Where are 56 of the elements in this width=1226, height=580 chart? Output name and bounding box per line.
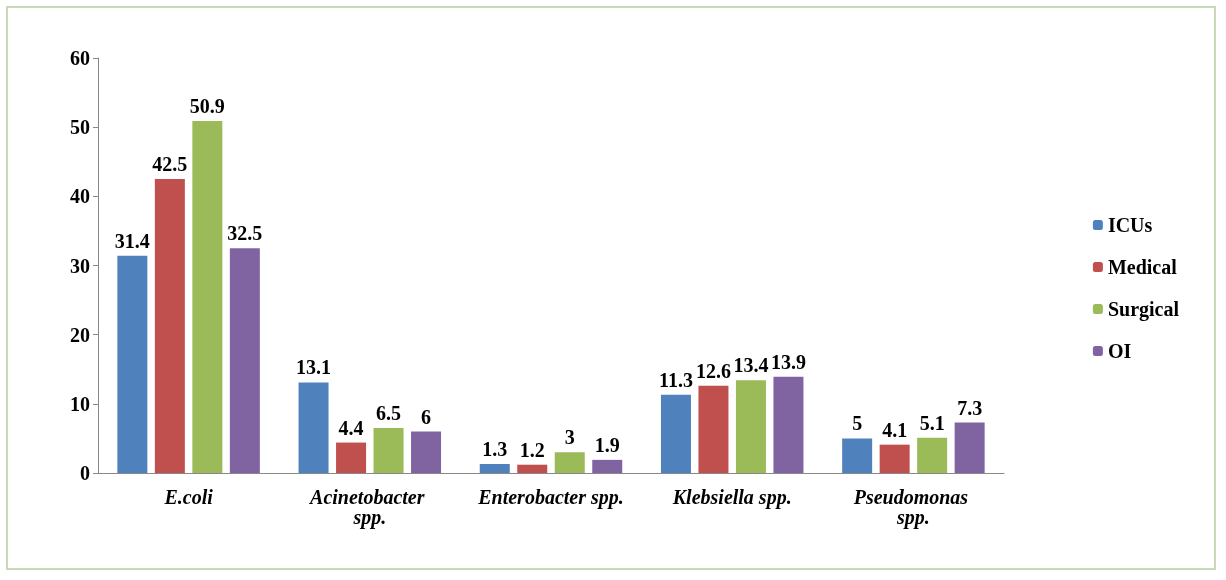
data-label: 31.4: [114, 229, 150, 252]
x-tick-label: E.coli: [163, 486, 214, 508]
bar: [517, 464, 548, 473]
data-label: 7.3: [957, 396, 983, 419]
bar: [229, 248, 260, 473]
data-label: 5: [852, 412, 863, 435]
bar: [660, 394, 691, 473]
bar: [411, 431, 442, 473]
bar: [298, 382, 329, 473]
x-tick-label: Enterobacter spp.: [477, 486, 624, 509]
bar: [698, 385, 729, 473]
data-label: 4.4: [338, 416, 364, 439]
data-label: 6.5: [376, 402, 402, 425]
legend-label: Medical: [1107, 256, 1178, 278]
data-label: 50.9: [189, 94, 225, 117]
data-label: 42.5: [152, 153, 188, 176]
data-label: 32.5: [227, 222, 263, 245]
data-label: 1.3: [482, 438, 508, 461]
data-label: 4.1: [882, 418, 908, 441]
data-label: 5.1: [919, 411, 945, 434]
legend-label: OI: [1107, 340, 1132, 362]
bar: [117, 255, 148, 473]
bar: [479, 464, 510, 473]
bar: [373, 428, 404, 473]
data-label: 6: [421, 405, 432, 428]
bar: [735, 380, 766, 473]
bar: [917, 437, 948, 473]
data-label: 1.2: [519, 438, 545, 461]
data-label: 13.4: [733, 354, 769, 377]
legend-label: ICUs: [1107, 214, 1153, 236]
y-tick-label: 10: [70, 392, 90, 415]
x-tick-label: Acinetobacter spp.: [308, 486, 430, 529]
y-tick-label: 40: [70, 185, 90, 208]
y-tick-label: 30: [70, 254, 90, 277]
data-label: 12.6: [695, 359, 731, 382]
data-label: 1.9: [594, 433, 620, 456]
data-label: 3: [564, 426, 575, 449]
data-label: 13.9: [770, 350, 806, 373]
bar: [954, 422, 985, 473]
bar: [192, 120, 223, 473]
y-tick-label: 0: [80, 462, 90, 484]
data-label: 11.3: [659, 368, 693, 391]
data-label: 13.1: [296, 356, 332, 379]
bar: [773, 376, 804, 473]
bar: [336, 442, 367, 473]
bar: [554, 452, 585, 473]
bar: [154, 179, 185, 473]
bar: [879, 444, 910, 473]
y-tick-label: 20: [70, 323, 90, 346]
legend-label: Surgical: [1107, 298, 1180, 321]
y-tick-label: 60: [70, 47, 90, 69]
bar: [592, 459, 623, 473]
y-tick-label: 50: [70, 116, 90, 139]
x-tick-label: Klebsiella spp.: [671, 486, 792, 509]
bar: [842, 438, 873, 473]
x-tick-label: Pseudomonas spp.: [852, 486, 974, 529]
